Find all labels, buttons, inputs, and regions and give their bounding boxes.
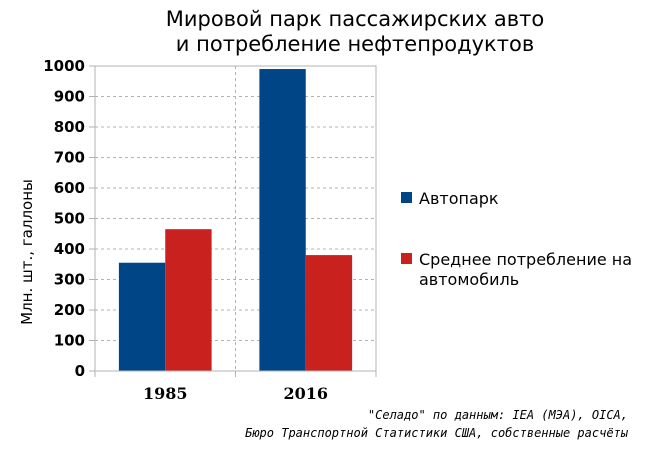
y-tick-label: 200: [54, 301, 85, 319]
legend-label: Среднее потребление на: [419, 250, 632, 269]
chart-title-line-2: и потребление нефтепродуктов: [176, 32, 534, 56]
source-line-2: Бюро Транспортной Статистики США, собств…: [245, 426, 629, 440]
y-tick-label: 600: [54, 179, 85, 197]
gridlines: [89, 65, 377, 377]
chart-title: Мировой парк пассажирских авто и потребл…: [166, 7, 545, 56]
y-tick-label: 100: [54, 332, 85, 350]
y-axis-title: Млн. шт., галлоны: [18, 179, 36, 325]
legend-label: автомобиль: [419, 270, 519, 289]
y-tick-labels: 0 100 200 300 400 500 600 700 800 900 1000: [43, 57, 85, 380]
legend-swatch: [401, 253, 412, 264]
y-tick-label: 300: [54, 271, 85, 289]
y-tick-label: 900: [54, 88, 85, 106]
bar-consumption-1985: [165, 229, 212, 371]
y-tick-label: 500: [54, 210, 85, 228]
y-tick-label: 1000: [43, 57, 85, 75]
chart-title-line-1: Мировой парк пассажирских авто: [166, 7, 545, 31]
plot-frame: [94, 65, 377, 372]
x-tick-label: 2016: [283, 384, 328, 403]
y-tick-label: 800: [54, 118, 85, 136]
bars: [118, 69, 353, 372]
y-tick-label: 400: [54, 240, 85, 258]
plot-border: [94, 65, 377, 372]
y-tick-label: 700: [54, 149, 85, 167]
bar-consumption-2016: [305, 255, 353, 371]
y-tick-label: 0: [75, 362, 85, 380]
bar-fleet-1985: [118, 262, 166, 371]
source-line-1: "Селадо" по данным: IEA (МЭА), OICA,: [368, 408, 628, 422]
legend-label: Автопарк: [419, 189, 499, 208]
bar-fleet-2016: [259, 69, 306, 372]
x-tick-label: 1985: [143, 384, 188, 403]
legend-swatch: [401, 192, 412, 203]
source-note: "Селадо" по данным: IEA (МЭА), OICA, Бюр…: [245, 408, 629, 440]
x-tick-labels: 1985 2016: [143, 384, 328, 403]
